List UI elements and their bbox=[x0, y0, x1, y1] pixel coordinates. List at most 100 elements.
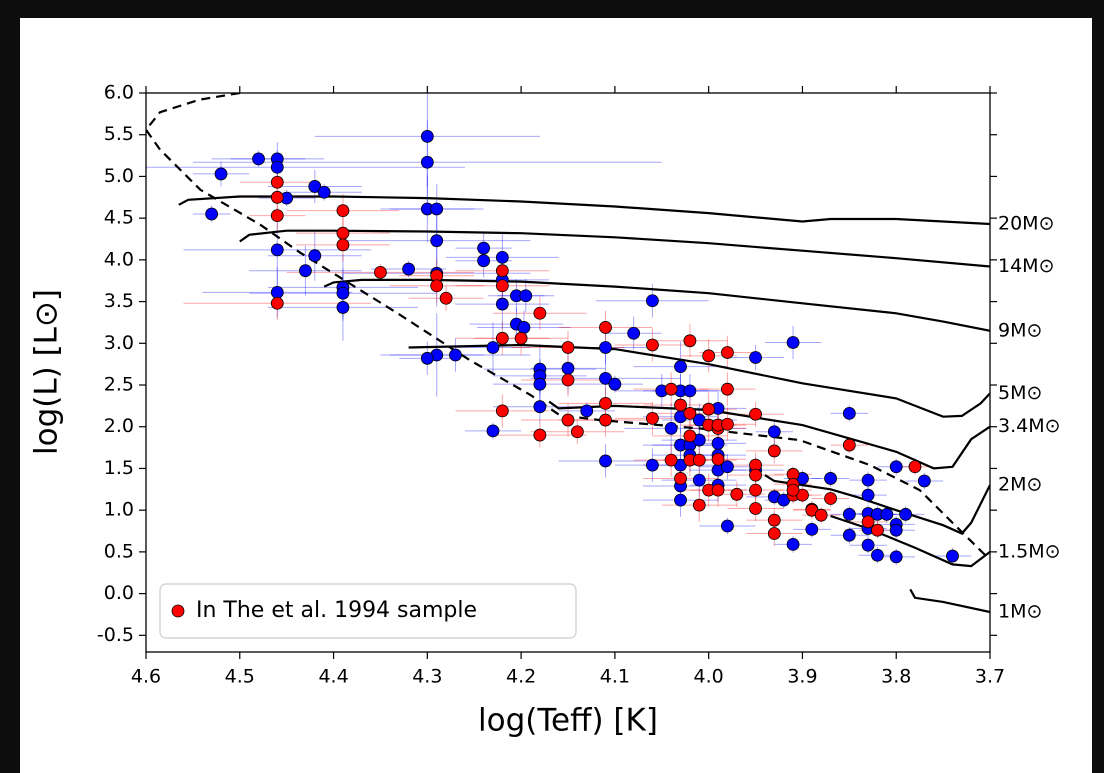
y-tick-label: 3.0 bbox=[104, 332, 134, 354]
data-point bbox=[449, 348, 462, 362]
data-point bbox=[561, 361, 575, 375]
data-point bbox=[721, 519, 734, 533]
track-label: 3.4M⊙ bbox=[998, 415, 1061, 437]
data-point bbox=[730, 487, 744, 501]
data-point bbox=[519, 289, 533, 303]
data-point bbox=[486, 341, 500, 354]
data-point bbox=[767, 444, 781, 458]
data-point bbox=[805, 522, 819, 536]
figure-panel bbox=[20, 18, 1092, 773]
data-point bbox=[308, 249, 322, 263]
data-point bbox=[477, 254, 491, 268]
data-point bbox=[946, 549, 959, 563]
plot-frame bbox=[145, 92, 991, 653]
data-point bbox=[880, 507, 894, 521]
data-point bbox=[749, 407, 762, 421]
data-point bbox=[674, 398, 687, 412]
data-point bbox=[871, 523, 884, 537]
data-point bbox=[711, 452, 725, 466]
data-point bbox=[683, 429, 697, 443]
x-tick-label: 4.3 bbox=[412, 666, 442, 688]
data-point bbox=[664, 453, 678, 467]
data-point bbox=[420, 351, 434, 365]
data-point bbox=[721, 382, 734, 396]
data-point bbox=[683, 334, 697, 348]
data-point bbox=[561, 413, 575, 427]
data-point bbox=[861, 473, 875, 487]
data-point bbox=[599, 454, 612, 468]
data-point bbox=[683, 384, 697, 398]
y-tick-label: 5.0 bbox=[104, 165, 134, 187]
data-point bbox=[270, 296, 284, 310]
data-point bbox=[580, 404, 594, 418]
data-point bbox=[439, 291, 453, 305]
track bbox=[909, 588, 990, 614]
data-point bbox=[646, 411, 659, 425]
data-point bbox=[767, 425, 781, 439]
data-point bbox=[270, 175, 284, 189]
data-point bbox=[270, 243, 284, 257]
x-tick-label: 4.1 bbox=[600, 666, 630, 688]
x-tick-label: 4.4 bbox=[318, 666, 348, 688]
data-point bbox=[889, 460, 903, 474]
data-point bbox=[533, 306, 547, 320]
track-label: 1M⊙ bbox=[998, 600, 1042, 622]
data-point bbox=[599, 396, 612, 410]
track-label: 9M⊙ bbox=[998, 319, 1042, 341]
data-point bbox=[861, 515, 875, 529]
x-axis-label: log(Teff) [K] bbox=[478, 703, 658, 739]
data-point bbox=[270, 209, 284, 223]
data-point bbox=[495, 331, 509, 345]
data-point bbox=[430, 234, 444, 248]
y-axis-label: log(L) [L⊙] bbox=[29, 289, 65, 455]
data-point bbox=[908, 460, 922, 474]
data-point bbox=[842, 438, 856, 452]
data-point bbox=[674, 360, 687, 374]
data-point bbox=[214, 167, 228, 181]
data-point bbox=[570, 425, 584, 439]
data-point bbox=[692, 453, 706, 467]
x-tick-label: 4.2 bbox=[506, 666, 536, 688]
data-point bbox=[420, 155, 434, 169]
data-point bbox=[824, 472, 837, 485]
data-point bbox=[917, 474, 931, 488]
data-point bbox=[599, 321, 612, 334]
data-point bbox=[205, 207, 219, 221]
x-tick-label: 3.7 bbox=[975, 666, 1005, 688]
data-point bbox=[420, 129, 434, 143]
data-point bbox=[842, 507, 856, 521]
legend-box bbox=[159, 583, 577, 639]
y-tick-label: 2.0 bbox=[104, 415, 134, 437]
data-point bbox=[861, 538, 875, 552]
data-point bbox=[786, 336, 800, 349]
track bbox=[239, 229, 990, 268]
legend-label: In The et al. 1994 sample bbox=[196, 598, 477, 623]
data-point bbox=[486, 424, 500, 438]
data-point bbox=[533, 400, 547, 414]
data-point bbox=[899, 507, 912, 521]
data-point bbox=[842, 528, 856, 542]
y-tick-label: 5.5 bbox=[104, 123, 134, 145]
data-point bbox=[711, 483, 725, 497]
data-point bbox=[599, 371, 612, 385]
y-tick-label: 3.5 bbox=[104, 290, 134, 312]
y-tick-label: -0.5 bbox=[97, 624, 134, 646]
data-point bbox=[721, 460, 734, 474]
data-point bbox=[561, 373, 575, 387]
data-point bbox=[692, 498, 706, 512]
data-point bbox=[889, 523, 903, 537]
data-point bbox=[674, 493, 687, 507]
data-point bbox=[336, 226, 350, 240]
ticks bbox=[139, 86, 997, 659]
y-tick-label: 0.5 bbox=[104, 540, 134, 562]
data-point bbox=[477, 241, 491, 255]
data-point bbox=[599, 341, 612, 354]
data-point bbox=[674, 472, 687, 485]
y-tick-label: 1.0 bbox=[104, 499, 134, 521]
data-point bbox=[692, 473, 706, 487]
x-tick-label: 3.8 bbox=[881, 666, 911, 688]
labels: 4.6 4.5 4.4 4.3 4.2 4.1 4.0 3.9 3.8 3.7 6.0 5.5 5.0 4… bbox=[97, 82, 1061, 688]
data-point bbox=[495, 264, 509, 278]
y-tick-label: 2.5 bbox=[104, 374, 134, 396]
data-point bbox=[702, 349, 716, 363]
